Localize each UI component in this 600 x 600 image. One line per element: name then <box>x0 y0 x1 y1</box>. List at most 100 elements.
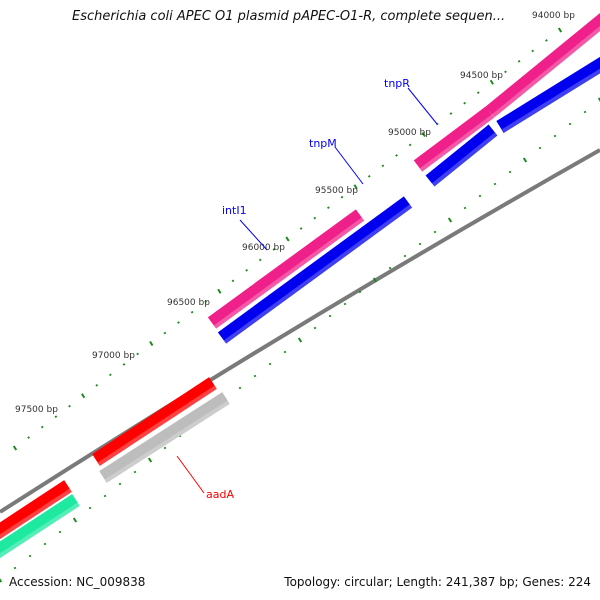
minor-tick <box>517 60 521 63</box>
feature-green[interactable] <box>0 494 80 559</box>
gene-label-intI1[interactable]: intI1 <box>222 204 247 217</box>
feature-pink-3-highlight <box>213 217 365 329</box>
minor-tick <box>95 383 99 387</box>
major-tick <box>12 445 18 451</box>
feature-pink-2-highlight <box>419 114 495 172</box>
feature-red-1-highlight <box>97 385 218 466</box>
feature-red-1[interactable] <box>92 377 217 466</box>
minor-tick <box>204 300 208 304</box>
minor-tick <box>177 321 180 324</box>
tick-label: 97000 bp <box>92 351 135 361</box>
gene-label-tnpM[interactable]: tnpM <box>309 137 337 150</box>
feature-gray-highlight <box>104 400 231 483</box>
tick-label: 94000 bp <box>532 11 575 21</box>
minor-tick <box>43 542 47 546</box>
minor-tick <box>463 101 466 105</box>
feature-pink-1-highlight <box>491 25 600 118</box>
feature-red-2-highlight <box>0 488 73 540</box>
feature-green-highlight <box>0 502 81 559</box>
major-tick <box>557 27 563 33</box>
minor-tick <box>433 230 437 234</box>
minor-tick <box>568 122 572 126</box>
major-tick <box>217 288 222 294</box>
minor-tick <box>508 170 512 174</box>
minor-tick <box>258 258 262 262</box>
minor-tick <box>449 112 453 115</box>
gene-label-aadA[interactable]: aadA <box>206 488 234 501</box>
intI1-leader <box>239 219 268 251</box>
minor-tick <box>478 194 482 198</box>
minor-tick <box>313 216 317 220</box>
minor-tick <box>163 446 167 450</box>
minor-tick <box>118 482 122 486</box>
minor-tick <box>381 164 385 168</box>
major-tick <box>522 157 528 163</box>
feature-gray[interactable] <box>99 392 230 483</box>
minor-tick <box>531 49 535 53</box>
major-tick <box>447 217 453 223</box>
major-tick <box>489 79 494 85</box>
major-tick <box>597 97 600 102</box>
tick-label: 96000 bp <box>242 243 285 253</box>
map-title: Escherichia coli APEC O1 plasmid pAPEC-O… <box>72 9 506 24</box>
minor-tick <box>343 302 347 306</box>
minor-tick <box>231 279 235 283</box>
aadA-leader <box>176 455 205 494</box>
minor-tick <box>583 110 587 114</box>
feature-blue-1-highlight <box>501 68 600 133</box>
feature-pink-3[interactable] <box>207 209 365 329</box>
minor-tick <box>163 331 167 335</box>
minor-tick <box>109 373 112 377</box>
minor-tick <box>545 39 548 42</box>
minor-tick <box>418 242 422 246</box>
gene-label-tnpR[interactable]: tnpR <box>384 77 410 90</box>
major-tick <box>297 337 303 343</box>
minor-tick <box>272 248 276 251</box>
minor-tick <box>504 70 507 74</box>
feature-blue-1[interactable] <box>496 56 600 133</box>
minor-tick <box>299 227 303 230</box>
tnpM-leader <box>334 146 364 185</box>
minor-tick <box>395 154 398 157</box>
tick-label: 95000 bp <box>388 128 431 138</box>
minor-tick <box>133 470 137 474</box>
minor-tick <box>538 146 542 150</box>
major-tick <box>421 131 426 138</box>
minor-tick <box>493 182 497 186</box>
major-tick <box>353 184 358 190</box>
feature-red-2[interactable] <box>0 480 72 540</box>
minor-tick <box>27 436 30 439</box>
minor-tick <box>388 266 392 270</box>
minor-tick <box>358 290 362 294</box>
leader-lines <box>176 87 438 494</box>
minor-tick <box>88 506 92 510</box>
tnpR-leader <box>407 87 438 125</box>
minor-tick <box>553 134 557 138</box>
minor-tick <box>28 554 32 558</box>
minor-tick <box>122 363 126 366</box>
feature-blue-3-highlight <box>223 204 413 344</box>
minor-tick <box>403 254 407 258</box>
minor-tick <box>190 310 194 314</box>
minor-tick <box>253 374 257 378</box>
minor-tick <box>408 143 412 147</box>
features <box>0 13 600 559</box>
tick-label: 95500 bp <box>315 186 358 196</box>
major-tick <box>149 340 154 347</box>
minor-tick <box>68 404 71 408</box>
backbone <box>0 148 600 514</box>
feature-pink-1[interactable] <box>485 13 600 118</box>
genome-summary: Topology: circular; Length: 241,387 bp; … <box>284 575 591 589</box>
major-tick <box>72 517 78 523</box>
major-tick <box>285 236 290 242</box>
feature-blue-2[interactable] <box>425 124 498 187</box>
feature-pink-2[interactable] <box>413 106 495 172</box>
major-tick <box>0 578 3 583</box>
minor-tick <box>13 566 17 570</box>
minor-tick <box>327 206 330 209</box>
minor-tick <box>283 350 287 354</box>
minor-tick <box>58 530 62 534</box>
tick-label: 97500 bp <box>15 405 58 415</box>
feature-blue-3[interactable] <box>217 196 413 344</box>
